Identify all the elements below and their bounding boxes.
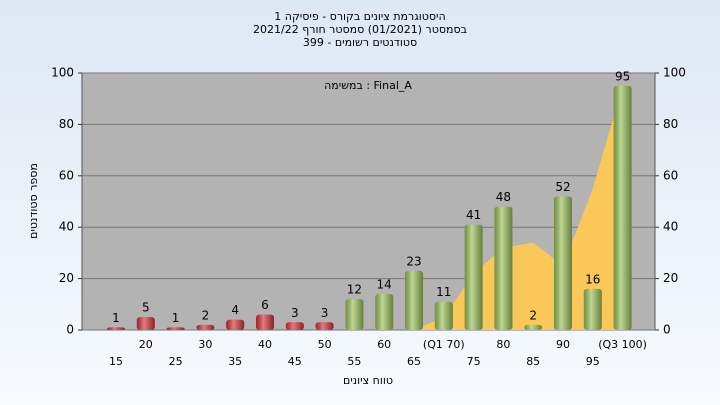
value-label: 1 [112,311,120,325]
value-label: 23 [406,254,421,268]
value-label: 95 [615,69,630,83]
bar-shade [107,327,125,330]
y-tick-label: 60 [59,168,74,182]
x-tick-label: 90 [556,338,570,351]
x-tick-label: 75 [467,355,481,368]
x-tick-label: 65 [407,355,421,368]
x-tick-label: 45 [288,355,302,368]
bar-shade [226,319,245,330]
value-label: 12 [347,283,362,297]
y-axis-label: מספר סטודנטים [27,163,40,239]
x-tick-label: 15 [109,355,123,368]
bar-shade [464,224,483,330]
bar-shade [345,299,364,330]
bar-shade [136,317,155,330]
value-label: 11 [436,285,451,299]
title-line: סטודנטים רשומים - 399 [303,36,417,49]
value-label: 4 [231,303,239,317]
x-tick-label: (Q3 100) [598,338,647,351]
x-tick-label: (Q1 70) [423,338,465,351]
value-label: 16 [585,272,600,286]
y2-tick-label: 60 [663,168,678,182]
x-tick-label: 50 [318,338,332,351]
x-tick-label: 80 [496,338,510,351]
y-tick-label: 0 [66,323,74,337]
x-tick-label: 55 [347,355,361,368]
bar-shade [434,301,453,330]
x-axis-label: טווח ציונים [343,374,393,387]
bar-shade [196,324,215,330]
x-tick-label: 25 [169,355,183,368]
bar-shade [166,327,185,330]
y2-tick-label: 100 [663,66,686,80]
bar-shade [613,85,632,330]
value-label: 14 [377,278,392,292]
y-tick-label: 40 [59,220,74,234]
value-label: 5 [142,301,150,315]
bar-shade [554,196,572,330]
value-label: 3 [321,306,329,320]
x-tick-label: 30 [198,338,212,351]
x-tick-label: 20 [139,338,153,351]
bar-shade [583,288,602,330]
y-tick-label: 20 [59,271,74,285]
value-label: 2 [529,308,537,322]
title-line: היסטוגרמת ציונים בקורס - פיסיקה 1 [274,10,445,23]
value-label: 3 [291,306,299,320]
y-tick-label: 100 [51,66,74,80]
bar-shade [315,322,334,330]
bar-shade [285,322,304,330]
value-label: 52 [555,180,570,194]
y2-tick-label: 40 [663,220,678,234]
bar-shade [405,270,423,330]
bar-shade [494,206,513,330]
value-label: 1 [172,311,180,325]
value-label: 41 [466,208,481,222]
y2-tick-label: 0 [663,323,671,337]
title-line: בסמסטר (01/2021) סמסטר חורף 2021/22 [253,23,467,36]
x-tick-label: 85 [526,355,540,368]
bar-shade [256,314,274,330]
y-tick-label: 80 [59,117,74,131]
value-label: 6 [261,298,269,312]
y2-tick-label: 80 [663,117,678,131]
bar-shade [375,294,394,330]
x-tick-label: 60 [377,338,391,351]
x-tick-label: 95 [586,355,600,368]
value-label: 48 [496,190,511,204]
bar-shade [524,324,543,330]
value-label: 2 [202,308,210,322]
x-tick-label: 35 [228,355,242,368]
annotation: במשימה : Final_A [324,79,412,92]
y2-tick-label: 20 [663,271,678,285]
x-tick-label: 40 [258,338,272,351]
